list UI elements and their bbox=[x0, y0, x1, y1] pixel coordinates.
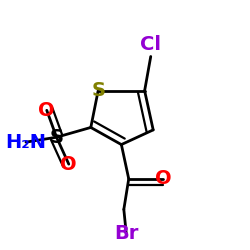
Text: Br: Br bbox=[114, 224, 138, 244]
Text: Cl: Cl bbox=[140, 35, 161, 54]
Text: H₂N: H₂N bbox=[6, 133, 46, 152]
Text: O: O bbox=[38, 101, 55, 120]
Text: O: O bbox=[155, 169, 171, 188]
Text: S: S bbox=[50, 128, 64, 147]
Text: O: O bbox=[60, 155, 77, 174]
Text: S: S bbox=[91, 81, 105, 100]
